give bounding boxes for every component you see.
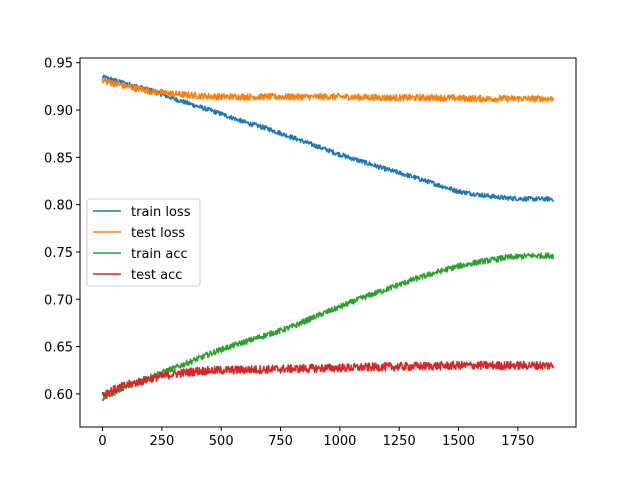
x-axis: 0 250 500 750 1000 1250 1500 1750 xyxy=(98,427,534,449)
legend-label: train acc xyxy=(131,247,188,262)
y-axis: 0.60 0.65 0.70 0.75 0.80 0.85 0.90 0.95 xyxy=(44,57,80,403)
legend-label: test acc xyxy=(131,268,182,283)
axes-frame xyxy=(79,57,577,428)
y-tick-label: 0.75 xyxy=(44,246,73,261)
series-line-test-loss xyxy=(101,77,555,103)
x-tick-label: 1000 xyxy=(323,434,356,449)
y-tick-label: 0.90 xyxy=(44,104,73,119)
y-tick-label: 0.65 xyxy=(44,341,73,356)
x-tick-label: 250 xyxy=(149,434,174,449)
legend-box xyxy=(86,198,201,287)
series-line-test-acc xyxy=(101,360,555,397)
legend: train loss test loss train acc test acc xyxy=(86,198,201,287)
series-line-train-loss xyxy=(101,74,555,202)
x-tick-label: 750 xyxy=(268,434,293,449)
y-tick-label: 0.95 xyxy=(44,57,73,72)
x-tick-label: 1250 xyxy=(383,434,416,449)
legend-label: test loss xyxy=(131,226,185,241)
y-tick-label: 0.60 xyxy=(44,388,73,403)
series-line-train-acc xyxy=(101,252,555,402)
x-tick-label: 500 xyxy=(209,434,234,449)
legend-label: train loss xyxy=(131,205,191,220)
y-tick-label: 0.85 xyxy=(44,151,73,166)
plot-lines xyxy=(101,74,555,402)
x-tick-label: 1750 xyxy=(501,434,534,449)
x-tick-label: 1500 xyxy=(442,434,475,449)
y-tick-label: 0.80 xyxy=(44,199,73,214)
y-tick-label: 0.70 xyxy=(44,293,73,308)
x-tick-label: 0 xyxy=(98,434,106,449)
